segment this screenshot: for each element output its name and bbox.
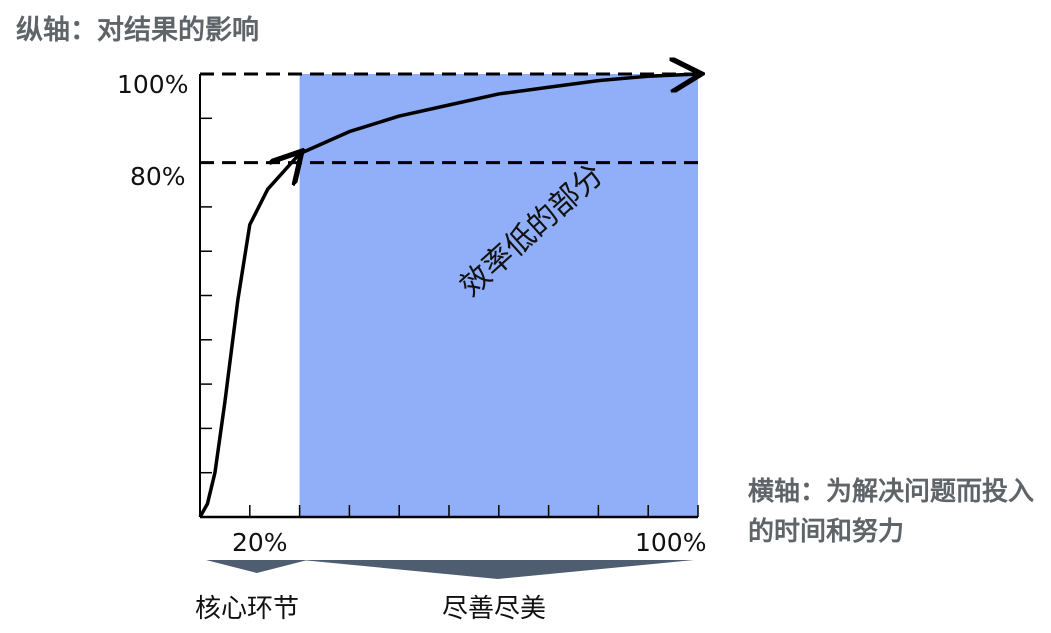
x-tick-label-100: 100% <box>635 528 707 557</box>
group-label-perfection: 尽善尽美 <box>442 594 547 624</box>
group-bracket-0 <box>206 560 308 573</box>
shaded-region <box>299 74 698 517</box>
group-bracket-1 <box>301 560 694 579</box>
curve-core-segment <box>198 154 300 518</box>
y-axis-title: 纵轴：对结果的影响 <box>16 15 259 46</box>
x-axis-title-text: 横轴：为解决问题而投入的时间和努力 <box>748 477 1035 547</box>
group-label-core: 核心环节 <box>195 594 300 624</box>
y-tick-label-80: 80% <box>130 162 186 191</box>
y-tick-label-100: 100% <box>117 70 189 99</box>
x-tick-label-20: 20% <box>232 528 288 557</box>
x-axis-title: 横轴：为解决问题而投入的时间和努力 <box>748 472 1048 552</box>
